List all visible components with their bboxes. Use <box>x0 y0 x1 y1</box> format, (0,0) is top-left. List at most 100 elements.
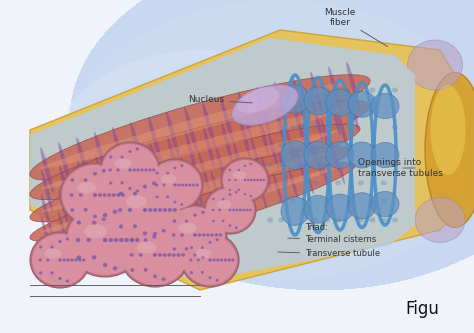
Ellipse shape <box>173 208 177 212</box>
Ellipse shape <box>231 258 235 261</box>
Ellipse shape <box>166 172 169 174</box>
Ellipse shape <box>126 193 136 228</box>
Ellipse shape <box>137 168 140 171</box>
Ellipse shape <box>39 271 43 274</box>
Ellipse shape <box>335 106 341 111</box>
Ellipse shape <box>232 209 235 211</box>
Ellipse shape <box>244 160 255 195</box>
Ellipse shape <box>233 142 244 180</box>
Ellipse shape <box>201 271 204 274</box>
Ellipse shape <box>193 253 197 256</box>
Ellipse shape <box>218 209 221 211</box>
Ellipse shape <box>222 219 225 222</box>
Ellipse shape <box>180 203 183 206</box>
Ellipse shape <box>70 235 80 266</box>
Ellipse shape <box>136 148 139 151</box>
Ellipse shape <box>381 88 387 93</box>
Ellipse shape <box>79 193 83 197</box>
Ellipse shape <box>30 75 370 180</box>
Ellipse shape <box>193 213 197 217</box>
Ellipse shape <box>195 197 205 228</box>
Ellipse shape <box>210 169 220 204</box>
Ellipse shape <box>120 156 124 159</box>
Ellipse shape <box>82 258 85 261</box>
Ellipse shape <box>304 141 332 169</box>
Ellipse shape <box>392 143 398 148</box>
Ellipse shape <box>192 183 195 186</box>
Ellipse shape <box>119 238 124 242</box>
Ellipse shape <box>109 238 113 242</box>
Ellipse shape <box>369 217 375 222</box>
Ellipse shape <box>198 151 210 190</box>
Ellipse shape <box>201 211 205 214</box>
Ellipse shape <box>181 253 185 257</box>
Ellipse shape <box>335 162 341 167</box>
Text: Openings into
transverse tubules: Openings into transverse tubules <box>358 158 443 178</box>
Ellipse shape <box>122 225 188 285</box>
Ellipse shape <box>278 199 284 204</box>
Ellipse shape <box>324 106 330 111</box>
Ellipse shape <box>326 142 354 168</box>
Ellipse shape <box>201 246 204 249</box>
Ellipse shape <box>109 181 112 184</box>
Ellipse shape <box>30 232 90 288</box>
Ellipse shape <box>166 112 180 158</box>
Ellipse shape <box>128 170 139 209</box>
Ellipse shape <box>273 173 283 204</box>
Ellipse shape <box>168 208 172 212</box>
Ellipse shape <box>228 165 237 200</box>
Ellipse shape <box>83 178 88 182</box>
Ellipse shape <box>274 82 288 128</box>
Ellipse shape <box>129 253 134 257</box>
Ellipse shape <box>358 88 364 93</box>
Ellipse shape <box>153 208 157 212</box>
Ellipse shape <box>114 238 118 242</box>
Ellipse shape <box>256 87 270 133</box>
Ellipse shape <box>290 217 296 222</box>
Ellipse shape <box>348 142 376 168</box>
Ellipse shape <box>70 193 73 197</box>
Ellipse shape <box>167 253 171 257</box>
Ellipse shape <box>152 181 156 185</box>
Ellipse shape <box>107 193 111 197</box>
Ellipse shape <box>289 168 298 199</box>
Ellipse shape <box>392 217 398 222</box>
Ellipse shape <box>303 123 314 161</box>
Ellipse shape <box>346 62 360 108</box>
Ellipse shape <box>335 125 341 130</box>
Ellipse shape <box>232 85 299 125</box>
Ellipse shape <box>70 258 74 261</box>
Ellipse shape <box>109 156 112 159</box>
Ellipse shape <box>131 146 143 188</box>
Ellipse shape <box>185 247 188 250</box>
Ellipse shape <box>167 136 179 178</box>
Ellipse shape <box>181 233 239 287</box>
Ellipse shape <box>148 208 152 212</box>
Ellipse shape <box>172 233 175 237</box>
Ellipse shape <box>32 234 88 286</box>
Ellipse shape <box>197 258 200 261</box>
Ellipse shape <box>408 40 463 90</box>
Ellipse shape <box>211 209 214 211</box>
Ellipse shape <box>326 194 354 221</box>
Text: Transverse tubule: Transverse tubule <box>278 249 380 258</box>
Ellipse shape <box>267 162 273 167</box>
Ellipse shape <box>92 255 96 259</box>
Ellipse shape <box>58 189 70 228</box>
Ellipse shape <box>358 106 364 111</box>
Ellipse shape <box>312 162 319 167</box>
Ellipse shape <box>249 163 252 165</box>
Ellipse shape <box>103 263 107 267</box>
Ellipse shape <box>128 187 132 190</box>
Ellipse shape <box>335 88 341 93</box>
Ellipse shape <box>41 169 53 212</box>
Ellipse shape <box>66 237 69 240</box>
Ellipse shape <box>113 266 117 270</box>
Ellipse shape <box>70 168 336 249</box>
Ellipse shape <box>238 92 252 138</box>
Ellipse shape <box>222 198 225 200</box>
Ellipse shape <box>189 258 192 261</box>
Ellipse shape <box>77 160 89 202</box>
Ellipse shape <box>278 125 284 130</box>
Ellipse shape <box>278 162 284 167</box>
